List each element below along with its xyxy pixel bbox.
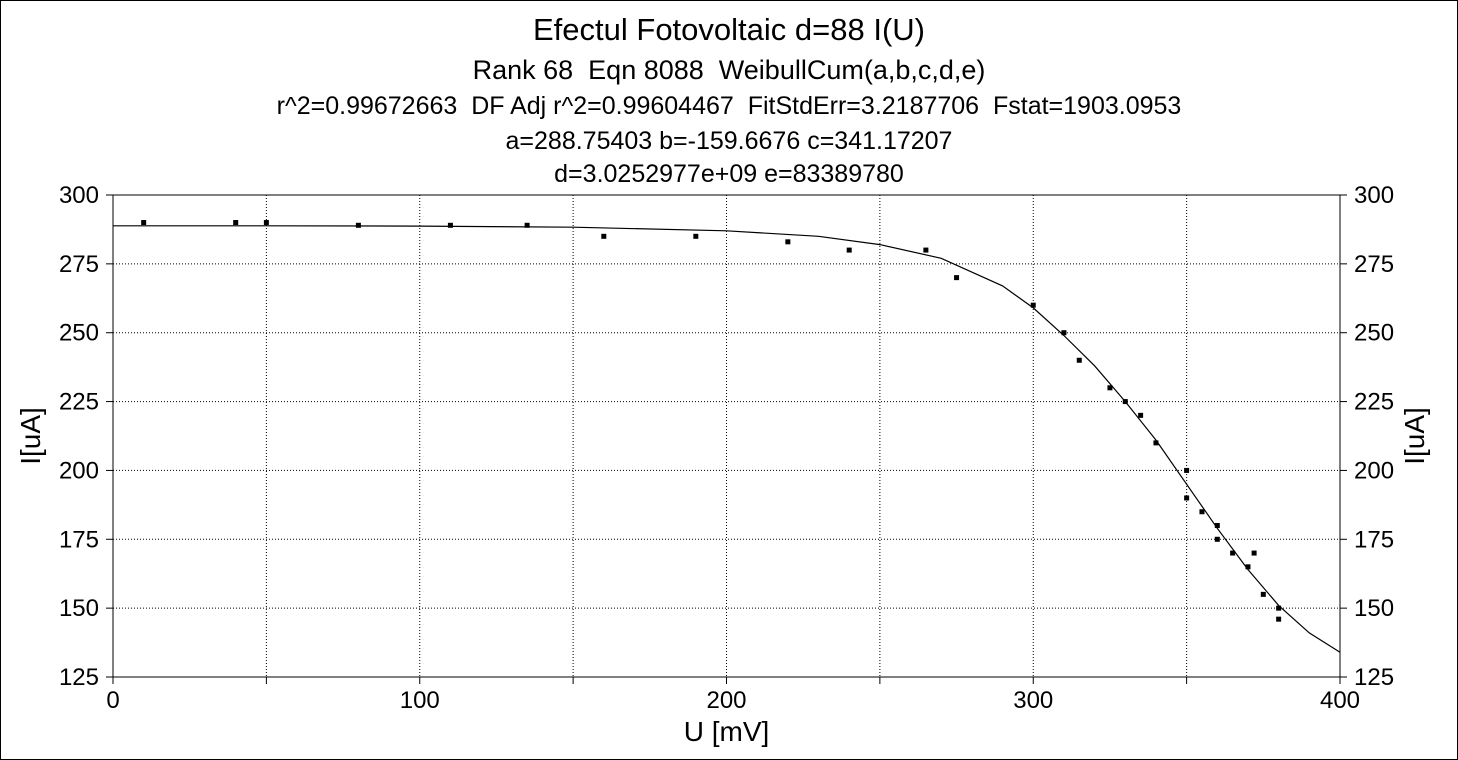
tick-labels: 125 125 150 150 175 175 200 200 225 225 250 250 275 2…	[59, 182, 1394, 714]
y-tick-label-right: 150	[1354, 595, 1394, 622]
data-point	[524, 222, 530, 228]
y-axis-label-right: I[uA]	[1399, 407, 1430, 465]
data-point	[1214, 523, 1220, 529]
data-points	[141, 220, 1282, 622]
y-axis-label-left: I[uA]	[15, 407, 46, 465]
data-point	[263, 220, 269, 226]
data-point	[1122, 399, 1128, 405]
x-tick-label: 0	[106, 687, 119, 714]
data-point	[1107, 385, 1113, 391]
y-tick-label-left: 125	[59, 664, 99, 691]
y-tick-label-left: 200	[59, 457, 99, 484]
y-tick-label-right: 175	[1354, 526, 1394, 553]
data-point	[1184, 467, 1190, 473]
data-point	[1076, 357, 1082, 363]
x-tick-label: 100	[400, 687, 440, 714]
y-tick-label-left: 275	[59, 251, 99, 278]
x-tick-label: 300	[1013, 687, 1053, 714]
data-point	[1251, 550, 1257, 556]
data-point	[954, 275, 960, 281]
data-point	[846, 247, 852, 253]
data-point	[1214, 536, 1220, 542]
chart-subtitle-params-abc: a=288.75403 b=-159.6676 c=341.17207	[505, 127, 953, 155]
data-point	[1260, 591, 1266, 597]
y-tick-label-left: 300	[59, 182, 99, 209]
chart-title: Efectul Fotovoltaic d=88 I(U)	[533, 12, 925, 47]
data-point	[141, 220, 147, 226]
gridlines	[113, 195, 1340, 677]
x-axis-label: U [mV]	[684, 716, 770, 747]
data-point	[601, 233, 607, 239]
axis-ticks	[106, 194, 1347, 684]
y-tick-label-right: 250	[1354, 320, 1394, 347]
y-tick-label-right: 200	[1354, 457, 1394, 484]
y-tick-label-right: 275	[1354, 251, 1394, 278]
x-tick-label: 200	[706, 687, 746, 714]
data-point	[1030, 302, 1036, 308]
data-point	[1230, 550, 1236, 556]
y-tick-label-left: 225	[59, 389, 99, 416]
y-tick-label-left: 250	[59, 320, 99, 347]
data-point	[1245, 564, 1251, 570]
y-tick-label-left: 150	[59, 595, 99, 622]
data-point	[785, 239, 791, 245]
data-point	[447, 222, 453, 228]
y-tick-label-right: 125	[1354, 664, 1394, 691]
data-point	[1276, 605, 1282, 611]
y-tick-label-right: 300	[1354, 182, 1394, 209]
chart-subtitle-params-de: d=3.0252977e+09 e=83389780	[554, 160, 904, 188]
data-point	[693, 233, 699, 239]
data-point	[1184, 495, 1190, 501]
y-tick-label-left: 175	[59, 526, 99, 553]
data-point	[923, 247, 929, 253]
data-point	[1199, 509, 1205, 515]
data-point	[1153, 440, 1159, 446]
data-point	[1138, 412, 1144, 418]
x-tick-label: 400	[1320, 687, 1360, 714]
chart-subtitle-rank: Rank 68 Eqn 8088 WeibullCum(a,b,c,d,e)	[472, 55, 986, 85]
data-point	[233, 220, 239, 226]
fit-curve	[113, 225, 1341, 653]
data-point	[1061, 330, 1067, 336]
data-point	[355, 222, 361, 228]
chart-subtitle-stats: r^2=0.99672663 DF Adj r^2=0.99604467 Fit…	[276, 92, 1182, 120]
data-point	[1276, 616, 1282, 622]
y-tick-label-right: 225	[1354, 389, 1394, 416]
